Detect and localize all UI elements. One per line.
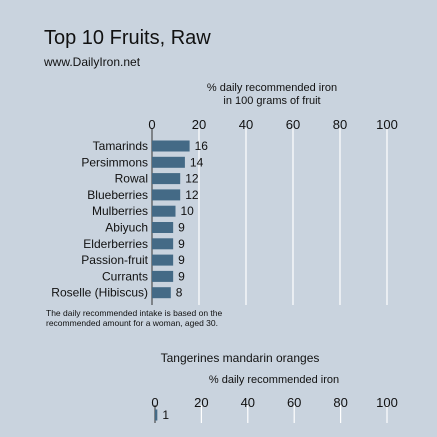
category-label: Mulberries bbox=[92, 204, 148, 218]
bar bbox=[152, 238, 174, 250]
x-tick-label: 60 bbox=[286, 117, 300, 132]
secondary-chart: Tangerines mandarin oranges % daily reco… bbox=[151, 351, 398, 423]
bar-value-label: 1 bbox=[162, 408, 169, 422]
x-tick-label: 20 bbox=[192, 117, 206, 132]
bar-value-label: 8 bbox=[176, 286, 183, 300]
bar-value-label: 9 bbox=[178, 253, 185, 267]
category-label: Rowal bbox=[115, 172, 148, 186]
bar bbox=[152, 140, 190, 152]
x-tick-label: 100 bbox=[376, 395, 398, 410]
footnote-line1: The daily recommended intake is based on… bbox=[46, 308, 223, 318]
main-xlabel-line1: % daily recommended iron bbox=[207, 82, 337, 94]
bar bbox=[152, 173, 181, 185]
category-label: Elderberries bbox=[83, 237, 148, 251]
footnote-line2: recommended amount for a woman, aged 30. bbox=[46, 318, 218, 328]
main-xlabel-line2: in 100 grams of fruit bbox=[223, 95, 320, 107]
bar-value-label: 16 bbox=[195, 139, 209, 153]
category-label: Currants bbox=[102, 269, 148, 283]
x-tick-label: 80 bbox=[333, 117, 347, 132]
category-label: Roselle (Hibiscus) bbox=[51, 286, 148, 300]
bar-value-label: 10 bbox=[181, 204, 195, 218]
bar-value-label: 12 bbox=[185, 188, 199, 202]
x-tick-label: 40 bbox=[239, 117, 253, 132]
x-tick-label: 40 bbox=[241, 395, 255, 410]
bar bbox=[152, 287, 171, 299]
bar bbox=[155, 409, 158, 421]
secondary-title: Tangerines mandarin oranges bbox=[161, 351, 320, 365]
bar-value-label: 9 bbox=[178, 237, 185, 251]
chart-source: www.DailyIron.net bbox=[43, 55, 141, 69]
bar bbox=[152, 270, 174, 282]
main-chart: % daily recommended iron in 100 grams of… bbox=[51, 82, 398, 305]
bar-value-label: 12 bbox=[185, 172, 199, 186]
x-tick-label: 60 bbox=[287, 395, 301, 410]
x-tick-label: 20 bbox=[194, 395, 208, 410]
x-tick-label: 0 bbox=[151, 395, 158, 410]
x-tick-label: 0 bbox=[148, 117, 155, 132]
bar-value-label: 14 bbox=[190, 155, 204, 169]
bar bbox=[152, 254, 174, 266]
chart-title: Top 10 Fruits, Raw bbox=[44, 27, 211, 49]
x-tick-label: 80 bbox=[333, 395, 347, 410]
secondary-xlabel: % daily recommended iron bbox=[209, 374, 339, 386]
category-label: Persimmons bbox=[81, 155, 148, 169]
bar bbox=[152, 189, 181, 201]
bar-value-label: 9 bbox=[178, 269, 185, 283]
bar bbox=[152, 222, 174, 233]
bar bbox=[152, 156, 185, 168]
bar-value-label: 9 bbox=[178, 221, 185, 235]
category-label: Blueberries bbox=[87, 188, 148, 202]
category-label: Tamarinds bbox=[93, 139, 148, 153]
bar bbox=[152, 205, 176, 217]
x-tick-label: 100 bbox=[376, 117, 398, 132]
category-label: Abiyuch bbox=[105, 221, 148, 235]
category-label: Passion-fruit bbox=[81, 253, 148, 267]
